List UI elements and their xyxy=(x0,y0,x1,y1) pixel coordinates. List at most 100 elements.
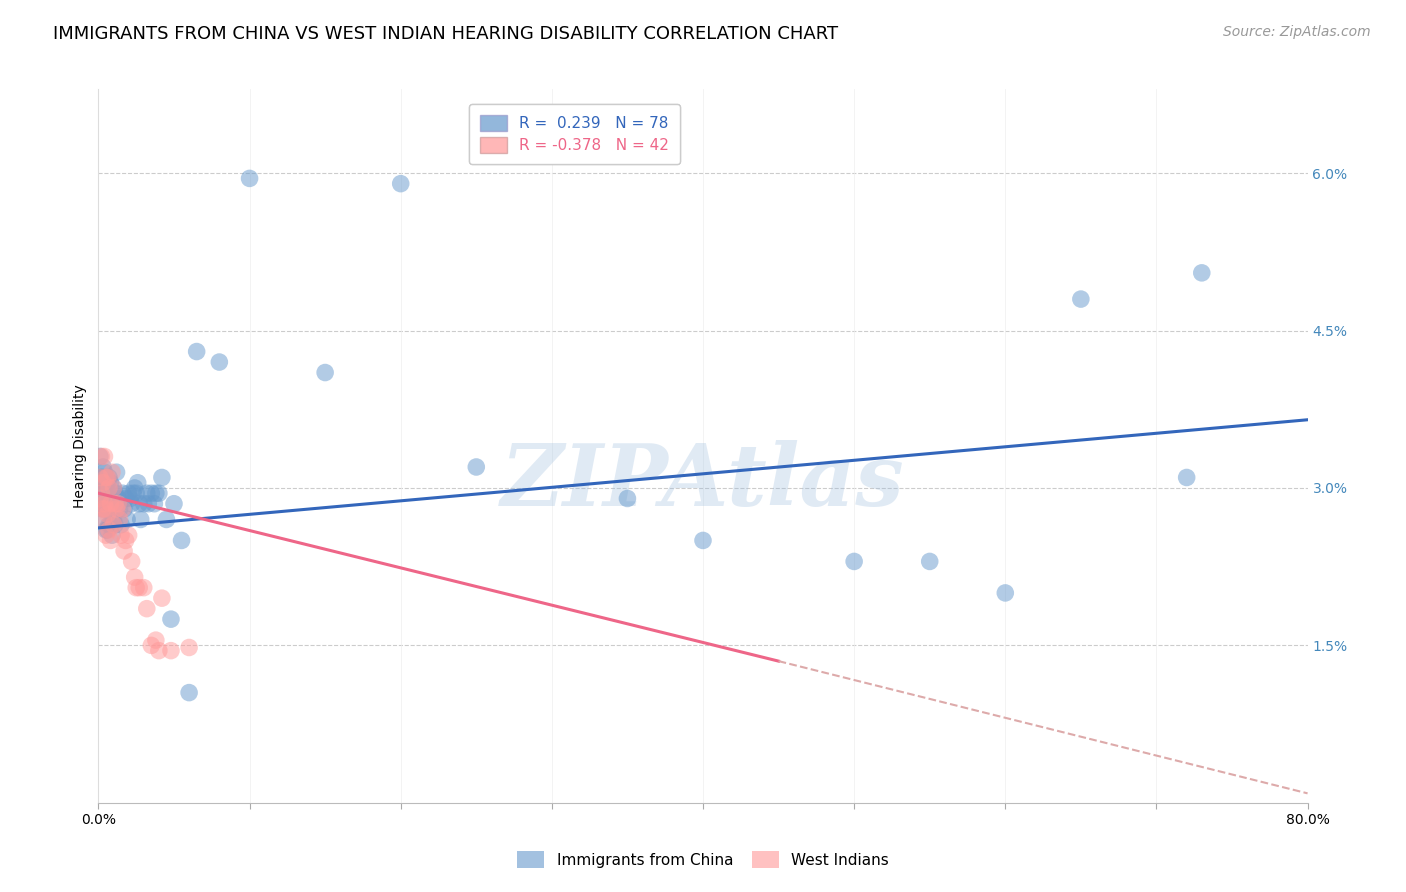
Point xyxy=(150,591,173,606)
Point xyxy=(94,523,117,537)
Point xyxy=(141,486,163,500)
Point xyxy=(90,486,112,500)
Point xyxy=(90,450,112,464)
Text: ZIPAtlas: ZIPAtlas xyxy=(501,440,905,524)
Text: IMMIGRANTS FROM CHINA VS WEST INDIAN HEARING DISABILITY CORRELATION CHART: IMMIGRANTS FROM CHINA VS WEST INDIAN HEA… xyxy=(53,25,838,43)
Point xyxy=(93,465,115,479)
Point xyxy=(145,633,167,648)
Point xyxy=(135,486,157,500)
Point xyxy=(103,481,125,495)
Point xyxy=(143,497,166,511)
Point xyxy=(1070,292,1092,306)
Point xyxy=(121,497,143,511)
Point xyxy=(98,481,121,495)
Point xyxy=(127,475,149,490)
Point xyxy=(128,581,150,595)
Point xyxy=(179,640,201,655)
Point xyxy=(112,544,135,558)
Point xyxy=(91,491,114,506)
Point xyxy=(107,497,129,511)
Point xyxy=(239,171,262,186)
Point xyxy=(108,502,131,516)
Point xyxy=(136,497,159,511)
Point xyxy=(104,517,127,532)
Point xyxy=(141,639,163,653)
Point xyxy=(100,517,122,532)
Point xyxy=(111,502,134,516)
Text: Source: ZipAtlas.com: Source: ZipAtlas.com xyxy=(1223,25,1371,39)
Point xyxy=(104,486,127,500)
Point xyxy=(94,528,117,542)
Point xyxy=(108,512,131,526)
Point xyxy=(155,512,177,526)
Point xyxy=(96,507,118,521)
Point xyxy=(1191,266,1213,280)
Point xyxy=(89,450,111,464)
Point xyxy=(94,502,117,516)
Point xyxy=(132,497,155,511)
Point xyxy=(101,497,124,511)
Point xyxy=(89,470,111,484)
Point xyxy=(89,491,111,506)
Point xyxy=(314,366,336,380)
Point xyxy=(103,512,125,526)
Point xyxy=(100,491,122,506)
Point xyxy=(110,528,132,542)
Point xyxy=(93,497,115,511)
Point xyxy=(91,502,114,516)
Point xyxy=(122,486,145,500)
Point xyxy=(93,450,115,464)
Point xyxy=(118,528,141,542)
Point xyxy=(208,355,231,369)
Point xyxy=(103,517,125,532)
Point xyxy=(90,470,112,484)
Point xyxy=(96,523,118,537)
Point xyxy=(145,486,167,500)
Point xyxy=(93,486,115,500)
Point xyxy=(98,517,121,532)
Point xyxy=(93,512,115,526)
Point xyxy=(124,481,146,495)
Point xyxy=(91,460,114,475)
Point xyxy=(94,470,117,484)
Point xyxy=(107,491,129,506)
Point xyxy=(104,497,127,511)
Point xyxy=(125,486,148,500)
Point xyxy=(115,512,138,526)
Point xyxy=(90,470,112,484)
Point xyxy=(96,502,118,516)
Point xyxy=(114,491,136,506)
Point xyxy=(94,470,117,484)
Point xyxy=(98,523,121,537)
Point xyxy=(1175,470,1198,484)
Point xyxy=(150,470,173,484)
Point xyxy=(94,481,117,495)
Point xyxy=(112,502,135,516)
Point xyxy=(110,517,132,532)
Point xyxy=(96,491,118,506)
Point xyxy=(125,581,148,595)
Point xyxy=(692,533,714,548)
Point xyxy=(100,497,122,511)
Point xyxy=(844,554,866,568)
Point xyxy=(91,502,114,516)
Point xyxy=(160,643,183,657)
Point xyxy=(163,497,186,511)
Y-axis label: Hearing Disability: Hearing Disability xyxy=(73,384,87,508)
Point xyxy=(114,533,136,548)
Point xyxy=(186,344,208,359)
Point xyxy=(105,502,128,516)
Point xyxy=(101,465,124,479)
Point xyxy=(94,502,117,516)
Point xyxy=(98,470,121,484)
Point xyxy=(105,502,128,516)
Legend: R =  0.239   N = 78, R = -0.378   N = 42: R = 0.239 N = 78, R = -0.378 N = 42 xyxy=(468,104,679,164)
Point xyxy=(128,497,150,511)
Point xyxy=(91,475,114,490)
Point xyxy=(170,533,193,548)
Point xyxy=(101,528,124,542)
Point xyxy=(96,475,118,490)
Point xyxy=(93,481,115,495)
Point xyxy=(179,685,201,699)
Point xyxy=(105,465,128,479)
